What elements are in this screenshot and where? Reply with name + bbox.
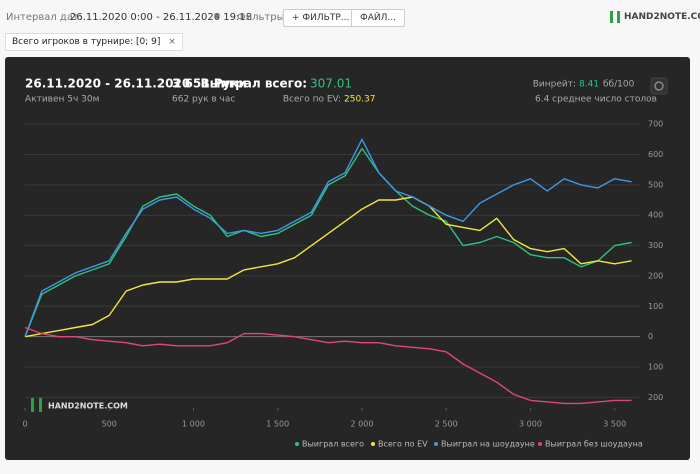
legend-marker: [538, 442, 542, 446]
watermark-icon: [31, 398, 34, 412]
hands-per-hour: 662 рук в час: [172, 95, 235, 105]
hands: 3 651 Руки: [172, 77, 247, 91]
chip-close[interactable]: ×: [168, 37, 176, 47]
y-tick-label: 0: [648, 332, 653, 341]
file-button[interactable]: ФАЙЛ...: [351, 9, 405, 27]
period: 26.11.2020 - 26.11.2020: [25, 77, 190, 91]
date-range[interactable]: 26.11.2020 0:00 - 26.11.2020 19:18: [70, 12, 253, 23]
series-line: [24, 138, 632, 337]
won-value: 307.01: [310, 77, 352, 91]
x-tick-label: 3 500: [603, 420, 626, 429]
series-line: [24, 196, 632, 338]
ev-label: Всего по EV:: [283, 95, 341, 105]
x-tick-label: 1 000: [182, 420, 205, 429]
add-filter-button[interactable]: + ФИЛЬТР...: [283, 9, 359, 27]
panel-background: [5, 57, 690, 460]
y-tick-label: 400: [648, 211, 663, 220]
y-tick-label: 200: [648, 393, 663, 402]
legend-label: Выиграл всего: [302, 440, 364, 449]
active-time: Активен 5ч 30м: [25, 95, 99, 105]
x-tick-label: 500: [102, 420, 117, 429]
y-tick-label: 500: [648, 180, 663, 189]
settings-icon: [654, 81, 664, 91]
avg-tables: 6.4 среднее число столов: [535, 95, 657, 105]
y-tick-label: 100: [648, 302, 663, 311]
chart-panel: 26.11.2020 - 26.11.2020 Активен 5ч 30м 3…: [5, 57, 690, 460]
x-tick-label: 1 500: [266, 420, 289, 429]
watermark-icon: [39, 398, 42, 412]
filter-chip: Всего игроков в турнире: [0; 9] ×: [5, 33, 183, 51]
ev-value: 250.37: [344, 95, 376, 105]
legend-marker: [434, 442, 438, 446]
winrate-label: Винрейт:: [533, 80, 576, 90]
y-tick-label: 100: [648, 363, 663, 372]
filters-label: Фильтры:: [237, 12, 288, 23]
won-label: Выиграл всего:: [201, 77, 308, 91]
y-tick-label: 700: [648, 120, 663, 129]
logo: HAND2NOTE.COM: [624, 12, 700, 22]
x-tick-label: 2 000: [351, 420, 374, 429]
filter-chip-text: Всего игроков в турнире: [0; 9]: [12, 37, 161, 47]
logo-icon: [610, 11, 620, 23]
y-tick-label: 600: [648, 150, 663, 159]
series-line: [24, 326, 632, 405]
x-tick-label: 0: [22, 420, 27, 429]
legend-label: Выиграл без шоудауна: [545, 440, 643, 449]
winrate-unit: бб/100: [603, 80, 635, 90]
legend-label: Выиграл на шоудауне: [441, 440, 535, 449]
settings-button[interactable]: [650, 77, 668, 95]
winrate-value: 8.41: [579, 80, 599, 90]
y-tick-label: 300: [648, 241, 663, 250]
date-dropdown[interactable]: ▼: [214, 12, 221, 21]
date-label: Интервал дат:: [6, 12, 83, 23]
x-tick-label: 2 500: [435, 420, 458, 429]
legend-marker: [295, 442, 299, 446]
x-tick-label: 3 000: [519, 420, 542, 429]
y-tick-label: 200: [648, 271, 663, 280]
legend-marker: [371, 442, 375, 446]
series-line: [24, 147, 632, 337]
legend-label: Всего по EV: [378, 440, 428, 449]
watermark: HAND2NOTE.COM: [48, 402, 128, 411]
